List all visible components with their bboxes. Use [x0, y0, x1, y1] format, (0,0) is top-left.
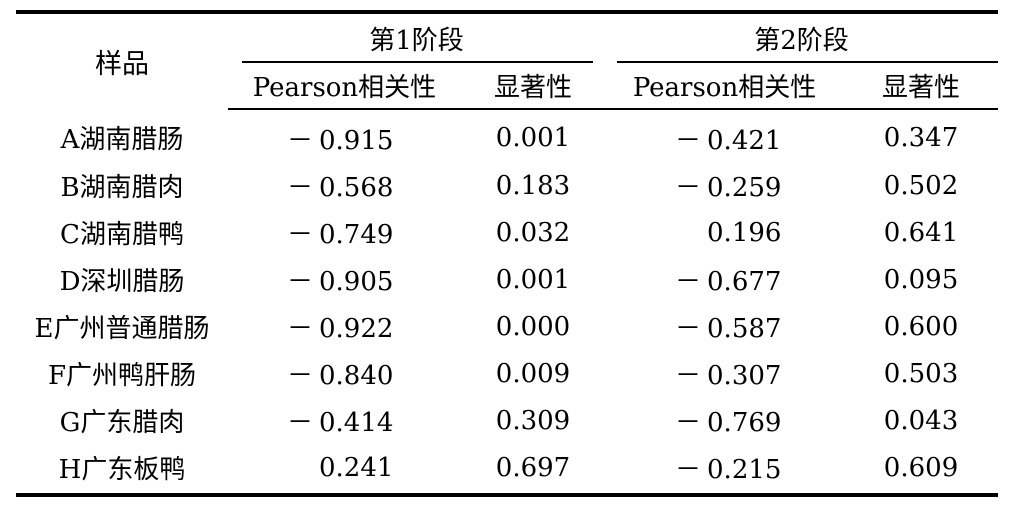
stage-1-significance-cell: 0.001 — [495, 264, 571, 295]
stage-2-significance-cell: 0.600 — [883, 311, 959, 342]
value-text: 0.587 — [707, 314, 782, 344]
sample-name-cell: A湖南腊肠 — [60, 125, 184, 155]
value-text: 0.749 — [319, 220, 394, 250]
stage-1-header: 第1阶段 — [228, 10, 606, 65]
stage-1-significance-cell: 0.309 — [495, 405, 571, 436]
stage-2-pearson-header: Pearson相关性 — [605, 62, 845, 110]
sign-mark: － — [287, 125, 314, 156]
stage-1-pearson-cell: － 0.840 — [228, 350, 461, 397]
sign-mark: － — [287, 361, 314, 391]
stage-2-header: 第2阶段 — [605, 10, 999, 65]
stage-2-pearson-cell: － 0.677 — [605, 256, 844, 303]
sign-mark: － — [287, 408, 314, 438]
stage-1-pearson-cell: － 0.749 — [228, 209, 461, 256]
stage-2-significance-cell: 0.503 — [883, 358, 959, 389]
stage-2-significance-cell: 0.609 — [844, 444, 999, 497]
correlation-table: 样品 第1阶段 第2阶段 Pearson相关性 显著性 Pearson相关性 显… — [16, 10, 999, 497]
sign-mark: － — [675, 455, 702, 485]
table-row: F广州鸭肝肠－ 0.840 0.009 － 0.307 0.503 — [16, 350, 998, 397]
table-row: B湖南腊肉－ 0.568 0.183 － 0.259 0.502 — [16, 162, 998, 209]
sample-name-cell: D深圳腊肠 — [59, 267, 185, 297]
sign-mark: － — [675, 267, 702, 297]
stage-2-significance-cell: 0.347 — [883, 123, 959, 153]
sign-mark: － — [675, 125, 702, 156]
table-row: G广东腊肉－ 0.414 0.309 － 0.769 0.043 — [16, 397, 998, 444]
stage-2-pearson-cell: － 0.215 — [605, 444, 845, 497]
stage-1-pearson-cell: 0.241 — [228, 444, 461, 497]
value-text: 0.215 — [707, 455, 782, 485]
stage-1-significance-header: 显著性 — [461, 62, 606, 110]
sign-mark: － — [287, 220, 314, 250]
value-text: 0.915 — [319, 125, 394, 156]
value-text: 0.421 — [707, 125, 782, 156]
stage-1-significance-cell: 0.000 — [495, 311, 571, 342]
stage-2-pearson-cell: － 0.259 — [605, 162, 844, 209]
stage-1-significance-cell: 0.032 — [495, 217, 571, 248]
stage-1-significance-cell: 0.009 — [495, 358, 571, 389]
value-text: 0.307 — [707, 361, 782, 391]
stage-2-pearson-cell: － 0.769 — [605, 397, 844, 444]
stage-1-pearson-cell: － 0.414 — [228, 397, 461, 444]
stage-1-significance-cell: 0.001 — [495, 123, 571, 153]
sign-mark: － — [287, 314, 314, 344]
sample-name-cell: E广州普通腊肠 — [34, 314, 210, 344]
value-text: 0.241 — [319, 452, 394, 483]
sign-mark: － — [287, 267, 314, 297]
stage-1-pearson-header: Pearson相关性 — [228, 62, 461, 110]
stage-1-pearson-cell: － 0.915 — [228, 109, 461, 162]
stage-1-significance-cell: 0.183 — [495, 170, 571, 201]
table-row: H广东板鸭 0.241 0.697 － 0.215 0.609 — [16, 444, 999, 497]
sample-name-cell: B湖南腊肉 — [60, 173, 184, 203]
value-text: 0.922 — [319, 314, 394, 344]
stage-2-significance-cell: 0.641 — [883, 217, 959, 248]
stage-2-significance-cell: 0.502 — [883, 170, 959, 201]
sign-mark: － — [675, 173, 702, 203]
stage-2-pearson-cell: － 0.587 — [605, 303, 844, 350]
stage-1-significance-cell: 0.697 — [461, 444, 606, 497]
value-text: 0.568 — [319, 173, 394, 203]
value-text: 0.414 — [319, 408, 394, 438]
stage-2-significance-cell: 0.095 — [883, 264, 959, 295]
value-text: 0.677 — [707, 267, 782, 297]
stage-2-pearson-cell: － 0.421 — [605, 109, 844, 162]
header-row-groups: 样品 第1阶段 第2阶段 — [16, 10, 999, 109]
sign-mark: － — [675, 408, 702, 438]
value-text: 0.905 — [319, 267, 394, 297]
stage-2-significance-header: 显著性 — [844, 62, 999, 110]
table-row: A湖南腊肠－ 0.915 0.001 － 0.421 0.347 — [16, 109, 998, 162]
value-text: 0.196 — [707, 217, 782, 248]
stage-2-pearson-cell: 0.196 — [605, 209, 844, 256]
sample-name-cell: C湖南腊鸭 — [60, 220, 184, 250]
table-row: C湖南腊鸭 － 0.749 0.032 0.196 0.641 — [16, 209, 998, 256]
table-row: E广州普通腊肠－ 0.922 0.000 － 0.587 0.600 — [16, 303, 998, 350]
stage-1-pearson-cell: － 0.922 — [228, 303, 461, 350]
value-text: 0.259 — [707, 173, 782, 203]
sample-column-header: 样品 — [16, 10, 228, 109]
value-text: 0.840 — [319, 361, 394, 391]
table-body: A湖南腊肠－ 0.915 0.001 － 0.421 0.347 B湖南腊肉－ 0.568 0.… — [16, 109, 999, 497]
value-text: 0.769 — [707, 408, 782, 438]
sample-name-cell: G广东腊肉 — [59, 408, 185, 438]
header-row-columns: Pearson相关性 显著性 Pearson相关性 显著性 — [16, 62, 999, 110]
stage-2-significance-cell: 0.043 — [883, 405, 959, 436]
sign-mark: － — [287, 173, 314, 203]
table-row: D深圳腊肠－ 0.905 0.001 － 0.677 0.095 — [16, 256, 998, 303]
stage-1-pearson-cell: － 0.568 — [228, 162, 461, 209]
sign-mark: － — [675, 314, 702, 344]
stage-2-pearson-cell: － 0.307 — [605, 350, 844, 397]
correlation-table-container: 样品 第1阶段 第2阶段 Pearson相关性 显著性 Pearson相关性 显… — [16, 10, 999, 497]
stage-1-pearson-cell: － 0.905 — [228, 256, 461, 303]
sample-name-cell: F广州鸭肝肠 — [47, 361, 197, 391]
sign-mark: － — [675, 361, 702, 391]
sample-name-cell: H广东板鸭 — [16, 444, 228, 497]
